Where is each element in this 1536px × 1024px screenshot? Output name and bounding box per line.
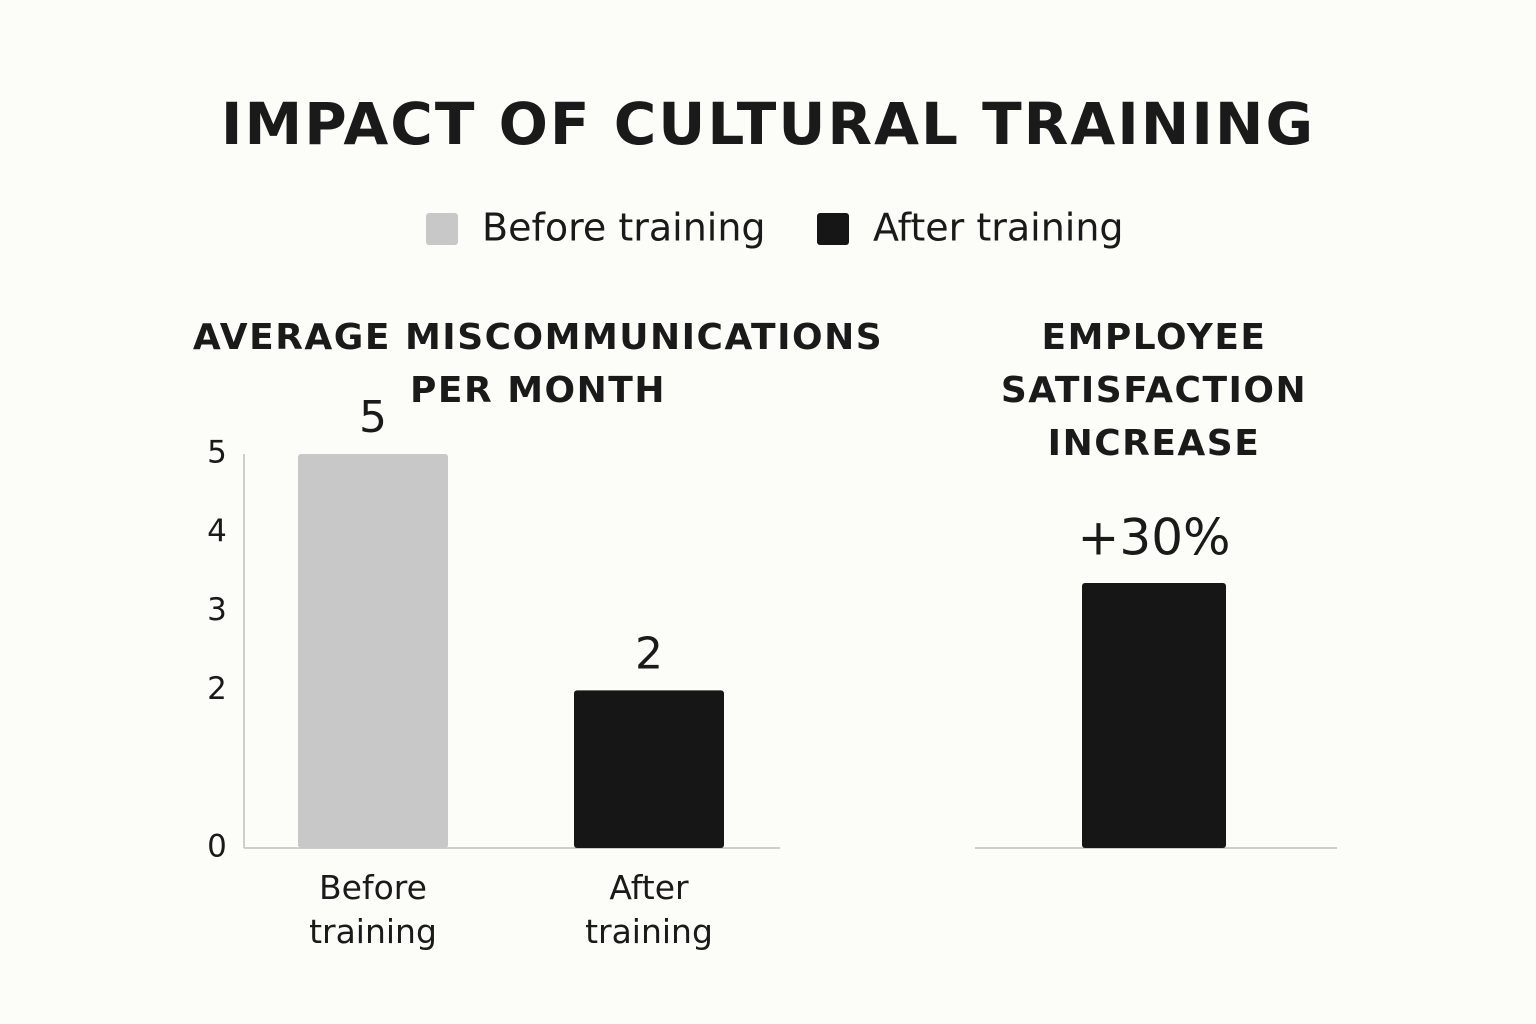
bar — [1082, 583, 1226, 848]
legend-swatch — [817, 213, 849, 245]
y-tick-label: 0 — [207, 829, 227, 865]
x-tick-label: Before training — [309, 868, 437, 951]
value-label: 5 — [359, 392, 387, 443]
y-tick-label: 4 — [207, 513, 227, 549]
chart-title: EMPLOYEE SATISFACTION INCREASE — [1000, 317, 1308, 464]
legend-swatch — [426, 213, 458, 245]
page-title: IMPACT OF CULTURAL TRAINING — [220, 90, 1316, 158]
bar — [574, 690, 724, 848]
legend-label: After training — [873, 206, 1124, 250]
legend-label: Before training — [482, 206, 766, 250]
x-tick-label: After training — [585, 868, 713, 951]
chart-title: AVERAGE MISCOMMUNICATIONS PER MONTH — [192, 317, 884, 411]
value-label: +30% — [1077, 509, 1230, 567]
y-tick-label: 3 — [207, 592, 227, 628]
bar — [298, 454, 448, 848]
y-tick-label: 2 — [207, 671, 227, 707]
y-tick-label: 5 — [207, 435, 227, 471]
value-label: 2 — [635, 628, 663, 679]
